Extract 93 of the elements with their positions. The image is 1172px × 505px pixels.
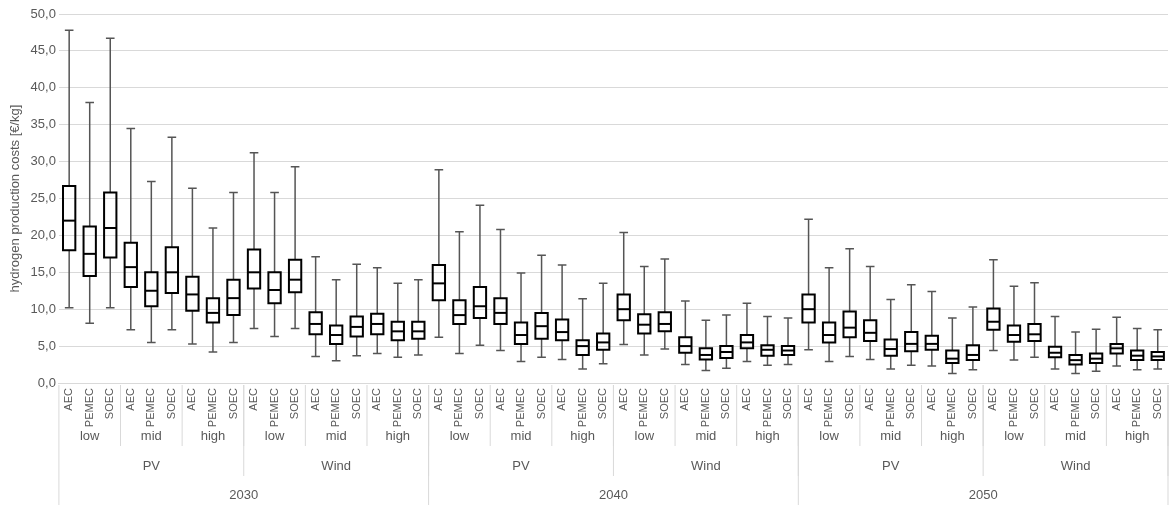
text: high: [200, 427, 226, 443]
x-tick-label: AEC: [1109, 387, 1122, 411]
x-tick-label: AEC: [924, 387, 937, 411]
text: PV: [882, 457, 900, 473]
text: high: [385, 427, 411, 443]
y-tick-label: 20,0: [30, 226, 56, 242]
y-tick-label: 45,0: [30, 42, 56, 58]
x-tick-label: AEC: [555, 387, 568, 411]
x-tick-label: AEC: [185, 387, 198, 411]
x-tick-label: AEC: [247, 387, 260, 411]
y-tick-label: 25,0: [30, 190, 56, 206]
x-tick-label: PEMEC: [945, 387, 958, 428]
text: PV: [512, 457, 531, 473]
x-tick-label: AEC: [308, 387, 321, 411]
x-tick-label: AEC: [370, 387, 383, 411]
y-tick-label: 35,0: [30, 116, 56, 132]
text: Wind: [1060, 457, 1091, 473]
x-tick-label: PEMEC: [1068, 387, 1081, 428]
text: low: [79, 427, 101, 443]
text: mid: [695, 427, 717, 443]
text: low: [634, 427, 655, 443]
text: high: [940, 427, 965, 443]
x-tick-label: PEMEC: [390, 387, 403, 428]
x-tick-label: SOEC: [965, 387, 978, 420]
x-tick-label: AEC: [986, 387, 999, 411]
x-tick-label: SOEC: [1089, 387, 1102, 420]
text: Wind: [321, 457, 351, 473]
x-tick-label: SOEC: [657, 387, 670, 420]
x-tick-label: SOEC: [349, 387, 362, 420]
text: mid: [510, 427, 532, 443]
x-tick-label: SOEC: [534, 387, 547, 420]
text: high: [755, 427, 780, 443]
text: high: [570, 427, 595, 443]
y-tick-label: 10,0: [30, 300, 56, 316]
x-tick-label: AEC: [1048, 387, 1061, 411]
x-tick-label: PEMEC: [1006, 387, 1019, 428]
x-tick-label: SOEC: [596, 387, 609, 420]
text: mid: [140, 427, 162, 443]
x-tick-label: AEC: [123, 387, 136, 411]
text: 2030: [229, 486, 259, 502]
text: low: [819, 427, 840, 443]
x-tick-label: PEMEC: [514, 387, 527, 428]
text: high: [1124, 427, 1150, 443]
y-tick-label: 5,0: [37, 337, 56, 353]
y-tick-label: 30,0: [30, 153, 56, 169]
text: low: [264, 427, 285, 443]
x-tick-label: SOEC: [411, 387, 424, 420]
text: mid: [325, 427, 347, 443]
x-tick-label: PEMEC: [144, 387, 157, 428]
y-axis-title: hydrogen production costs [€/kg]: [7, 104, 23, 293]
x-tick-label: PEMEC: [205, 387, 218, 428]
x-tick-label: PEMEC: [698, 387, 711, 428]
x-tick-label: PEMEC: [760, 387, 773, 428]
x-tick-label: SOEC: [719, 387, 732, 420]
text: mid: [880, 427, 902, 443]
x-tick-label: PEMEC: [575, 387, 588, 428]
text: Wind: [691, 457, 721, 473]
x-tick-label: SOEC: [164, 387, 177, 420]
x-tick-label: AEC: [431, 387, 444, 411]
x-tick-label: SOEC: [904, 387, 917, 420]
text: low: [1004, 427, 1025, 443]
x-tick-label: AEC: [678, 387, 691, 411]
text: PV: [142, 457, 161, 473]
x-tick-label: AEC: [739, 387, 752, 411]
x-tick-label: SOEC: [472, 387, 485, 420]
x-tick-label: SOEC: [226, 387, 239, 420]
x-tick-label: AEC: [62, 387, 75, 411]
text: 2050: [968, 486, 998, 502]
x-tick-label: PEMEC: [637, 387, 650, 428]
x-tick-label: AEC: [616, 387, 629, 411]
y-tick-label: 0,0: [37, 374, 56, 390]
text: low: [449, 427, 470, 443]
y-tick-label: 40,0: [30, 79, 56, 95]
x-tick-label: SOEC: [1027, 387, 1040, 420]
x-tick-label: PEMEC: [883, 387, 896, 428]
x-tick-label: AEC: [801, 387, 814, 411]
y-tick-label: 50,0: [30, 5, 56, 21]
x-tick-label: AEC: [493, 387, 506, 411]
x-tick-label: SOEC: [103, 387, 116, 420]
text: 2040: [598, 486, 628, 502]
x-tick-label: SOEC: [781, 387, 794, 420]
x-tick-label: SOEC: [1150, 387, 1163, 420]
text: mid: [1065, 427, 1087, 443]
x-tick-label: AEC: [863, 387, 876, 411]
y-tick-label: 15,0: [30, 263, 56, 279]
x-tick-label: PEMEC: [1130, 387, 1143, 428]
x-tick-label: PEMEC: [267, 387, 280, 428]
x-tick-label: PEMEC: [329, 387, 342, 428]
x-tick-label: SOEC: [842, 387, 855, 420]
x-tick-label: PEMEC: [82, 387, 95, 428]
x-tick-label: SOEC: [288, 387, 301, 420]
x-tick-label: PEMEC: [452, 387, 465, 428]
x-tick-label: PEMEC: [822, 387, 835, 428]
